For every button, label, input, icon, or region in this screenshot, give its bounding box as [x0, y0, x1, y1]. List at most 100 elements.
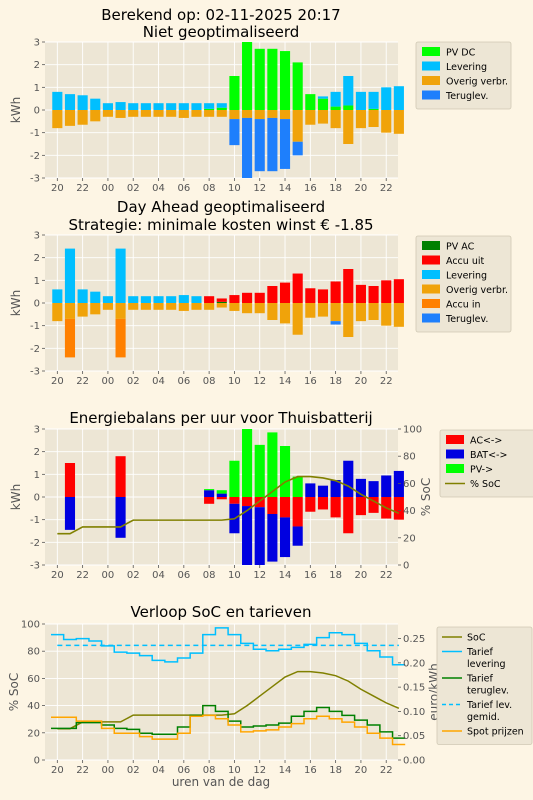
bar-pv-	[254, 444, 265, 497]
y-tick-label: -3	[30, 561, 40, 572]
bar-overig-verbr-	[368, 303, 379, 320]
x-tick-label: 12	[253, 183, 266, 194]
y-tick-label: 0	[34, 493, 40, 504]
bar-pv-dc	[305, 94, 316, 110]
x-tick-label: 06	[177, 570, 190, 581]
bar-pv-dc	[267, 48, 278, 110]
y-right-tick-label: 60	[403, 479, 416, 490]
bar-accu-uit	[381, 280, 392, 303]
bar-levering	[191, 103, 202, 110]
x-tick-label: 16	[304, 765, 317, 776]
legend-box-4	[436, 626, 533, 745]
bar-levering	[52, 91, 63, 110]
x-tick-label: 16	[304, 183, 317, 194]
chart2-title: Day Ahead geoptimaliseerd	[117, 198, 325, 216]
bar-accu-uit	[254, 292, 265, 303]
bar-pv-	[279, 446, 291, 497]
y-tick-label: 20	[27, 728, 40, 739]
legend-entry: % SoC	[470, 479, 501, 490]
bar-bat-	[393, 470, 404, 497]
bar-overig-verbr-	[216, 110, 227, 117]
x-tick-label: 06	[177, 765, 190, 776]
legend-swatch	[446, 464, 464, 473]
bar-overig-verbr-	[254, 110, 265, 120]
x-tick-label: 14	[279, 376, 292, 387]
bar-levering	[330, 91, 341, 107]
bar-bat-	[292, 526, 303, 546]
x-tick-label: 10	[228, 570, 241, 581]
y-tick-label: 1	[34, 83, 40, 94]
x-tick-label: 20	[51, 183, 64, 194]
x-tick-label: 02	[127, 570, 140, 581]
bar-pv-	[204, 489, 215, 491]
bar-ac-	[229, 497, 240, 504]
y-tick-label: 1	[34, 276, 40, 287]
x-tick-label: 04	[152, 570, 165, 581]
x-tick-label: 20	[51, 376, 64, 387]
bar-overig-verbr-	[191, 110, 202, 117]
bar-ac-	[242, 497, 253, 507]
bar-ac-	[267, 497, 278, 514]
legend-entry: Tarief lev.	[466, 700, 512, 711]
legend-entry: Accu in	[446, 300, 480, 311]
bar-overig-verbr-	[140, 303, 151, 310]
bar-pv-ac	[216, 301, 227, 303]
bar-teruglev-	[330, 321, 341, 325]
x-tick-label: 20	[51, 570, 64, 581]
legend-entry: Spot prijzen	[467, 727, 524, 738]
y-tick-label: 1	[34, 470, 40, 481]
bar-pv-dc	[216, 107, 227, 110]
x-tick-label: 14	[279, 765, 292, 776]
x-tick-label: 04	[152, 376, 165, 387]
legend-swatch	[422, 90, 440, 100]
bar-pv-dc	[279, 51, 291, 110]
chart2-subtitle: Strategie: minimale kosten winst € -1.85	[68, 216, 373, 234]
x-tick-label: 16	[304, 570, 317, 581]
bar-levering	[115, 102, 126, 110]
bar-accu-uit	[229, 295, 240, 303]
x-tick-label: 00	[102, 376, 115, 387]
bar-bat-	[305, 483, 316, 497]
x-tick-label: 18	[329, 376, 342, 387]
y-tick-label: 0	[34, 756, 40, 767]
bar-bat-	[64, 497, 76, 530]
y-right-tick-label: 0.15	[403, 683, 425, 694]
bar-overig-verbr-	[355, 303, 366, 322]
x-tick-label: 02	[127, 183, 140, 194]
bar-overig-verbr-	[305, 110, 316, 125]
chart4-xlabel: uren van de dag	[172, 775, 270, 789]
bar-overig-verbr-	[52, 303, 63, 322]
bar-accu-in	[115, 318, 126, 358]
bar-bat-	[317, 485, 329, 497]
legend-entry: PV DC	[446, 48, 476, 59]
bar-accu-uit	[292, 273, 303, 303]
bar-overig-verbr-	[317, 303, 329, 317]
bar-levering	[178, 295, 189, 303]
bar-pv-dc	[317, 98, 329, 110]
bar-pv-	[229, 460, 240, 497]
bar-levering	[153, 296, 164, 303]
x-tick-label: 20	[51, 765, 64, 776]
bar-accu-in	[64, 318, 76, 358]
legend-entry: teruglev.	[467, 686, 509, 697]
y-right-tick-label: 0.00	[403, 756, 425, 767]
bar-overig-verbr-	[317, 110, 329, 124]
legend-entry: Overig verbr.	[446, 285, 508, 296]
legend-swatch	[446, 449, 464, 459]
bar-overig-verbr-	[279, 110, 291, 120]
bar-levering	[64, 94, 76, 110]
x-tick-label: 18	[329, 570, 342, 581]
x-tick-label: 04	[152, 765, 165, 776]
x-tick-label: 08	[203, 570, 216, 581]
bar-overig-verbr-	[343, 110, 354, 144]
x-tick-label: 22	[380, 765, 393, 776]
legend-entry: Tarief	[466, 647, 493, 658]
y-tick-label: 40	[27, 701, 40, 712]
bar-levering	[115, 248, 126, 303]
legend-entry: levering	[467, 659, 506, 670]
chart1-title: Niet geoptimaliseerd	[143, 23, 300, 41]
bar-pv-	[267, 432, 278, 497]
x-tick-label: 22	[76, 183, 89, 194]
bar-levering	[178, 103, 189, 110]
legend-swatch	[422, 241, 440, 250]
